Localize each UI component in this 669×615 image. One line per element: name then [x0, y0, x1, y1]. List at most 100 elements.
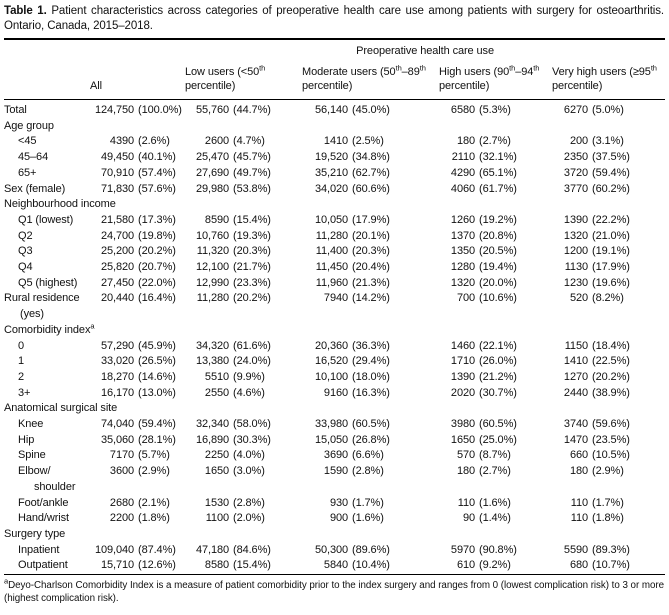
cell-percent: (2.7%)	[479, 135, 511, 148]
cell-count: 15,710	[100, 559, 134, 572]
cell-percent: (21.0%)	[592, 229, 630, 242]
cell-percent: (13.0%)	[138, 386, 176, 399]
cell-count: 1260	[450, 213, 475, 226]
cell-count: 2550	[204, 386, 229, 399]
table-row: Foot/ankle 2680 (2.1%) 1530 (2.8%) 930 (1.7%) 1…	[4, 496, 665, 512]
cell-percent: (32.1%)	[479, 151, 517, 164]
cell-count: 180	[456, 135, 475, 148]
cell-count: 11,400	[315, 245, 348, 258]
cell-count: 2680	[109, 496, 134, 509]
row-label: Q2	[18, 229, 33, 242]
table-row: 2 18,270 (14.6%) 5510 (9.9%) 10,100 (18.0%) 139…	[4, 370, 665, 386]
column-header-high-users: High users (90th–94th percentile)	[439, 61, 552, 100]
cell-percent: (19.3%)	[233, 229, 271, 242]
row-label: Hip	[18, 433, 35, 446]
section-row: Age group	[4, 119, 665, 135]
column-header-all: All	[90, 61, 185, 100]
cell-count: 90	[462, 512, 475, 525]
spanner-spacer	[4, 39, 185, 61]
cell-count: 6580	[450, 104, 475, 116]
cell-percent: (2.6%)	[138, 135, 170, 148]
cell-count: 3690	[323, 449, 348, 462]
table-row: Outpatient 15,710 (12.6%) 8580 (15.4%) 5840 (1…	[4, 558, 665, 574]
column-header-very-high-users: Very high users (≥95th percentile)	[552, 61, 666, 100]
cell-percent: (58.0%)	[233, 418, 271, 431]
cell-count: 124,750	[94, 104, 134, 116]
cell-count: 4290	[450, 166, 475, 179]
cell-percent: (20.2%)	[592, 370, 630, 383]
table-row: 45–64 49,450 (40.1%) 25,470 (45.7%) 19,520 (34…	[4, 150, 665, 166]
cell-percent: (14.2%)	[352, 292, 390, 305]
cell-percent: (15.4%)	[233, 213, 271, 226]
cell-count: 110	[570, 496, 588, 509]
cell-count: 1710	[450, 355, 475, 368]
cell-count: 7170	[109, 449, 134, 462]
cell-percent: (3.1%)	[592, 135, 624, 148]
table-caption-text: Patient characteristics across categorie…	[4, 5, 664, 32]
table-body: Total 124,750 (100.0%) 55,760 (44.7%) 56,140 (…	[4, 100, 665, 575]
row-label: Q4	[18, 261, 33, 274]
cell-count: 16,890	[195, 433, 229, 446]
cell-percent: (28.1%)	[138, 433, 176, 446]
cell-count: 2600	[204, 135, 229, 148]
cell-count: 32,340	[195, 418, 229, 431]
cell-percent: (45.7%)	[233, 151, 271, 164]
cell-count: 2200	[109, 512, 134, 525]
cell-percent: (30.7%)	[479, 386, 517, 399]
cell-percent: (2.5%)	[352, 135, 384, 148]
row-label: Inpatient	[18, 543, 60, 556]
cell-count: 10,760	[195, 229, 229, 242]
cell-count: 110	[457, 496, 475, 509]
cell-percent: (15.4%)	[233, 559, 271, 572]
cell-count: 180	[456, 465, 475, 478]
cell-percent: (60.6%)	[352, 182, 390, 195]
cell-percent: (2.9%)	[138, 465, 170, 478]
cell-count: 47,180	[195, 543, 229, 556]
cell-count: 1280	[450, 261, 475, 274]
table-row: 1 33,020 (26.5%) 13,380 (24.0%) 16,520 (29.4%)…	[4, 354, 665, 370]
cell-count: 1410	[323, 135, 348, 148]
table-row: 65+ 70,910 (57.4%) 27,690 (49.7%) 35,210 (62.7…	[4, 166, 665, 182]
cell-percent: (22.2%)	[592, 213, 630, 226]
cell-percent: (38.9%)	[592, 386, 630, 399]
cell-percent: (8.2%)	[592, 292, 624, 305]
cell-count: 610	[456, 559, 475, 572]
cell-percent: (45.0%)	[352, 104, 390, 116]
row-label: 1	[18, 355, 25, 368]
cell-count: 2110	[451, 151, 475, 164]
cell-count: 21,580	[100, 213, 134, 226]
cell-count: 1320	[563, 229, 588, 242]
cell-percent: (21.3%)	[352, 276, 390, 289]
cell-count: 3600	[109, 465, 134, 478]
cell-percent: (60.5%)	[479, 418, 517, 431]
row-label: Knee	[18, 418, 44, 431]
cell-count: 700	[456, 292, 475, 305]
cell-count: 4390	[109, 135, 134, 148]
cell-percent: (9.9%)	[233, 370, 265, 383]
cell-count: 25,470	[195, 151, 229, 164]
cell-percent: (60.5%)	[352, 418, 390, 431]
cell-count: 2020	[450, 386, 475, 399]
cell-count: 5590	[563, 543, 588, 556]
cell-count: 50,300	[314, 543, 348, 556]
cell-count: 11,280	[315, 229, 348, 242]
cell-count: 33,980	[314, 418, 348, 431]
cell-count: 2350	[563, 151, 588, 164]
cell-count: 680	[569, 559, 588, 572]
cell-count: 20,360	[314, 339, 348, 352]
patient-characteristics-table: Preoperative health care use All Low use…	[4, 38, 666, 576]
cell-percent: (20.2%)	[138, 245, 176, 258]
row-label: Rural residence (yes)	[4, 292, 80, 321]
table-row: Elbow/shoulder 3600 (2.9%) 1650 (3.0%) 1590 (2…	[4, 464, 665, 495]
cell-percent: (30.3%)	[233, 433, 271, 446]
cell-count: 6270	[563, 104, 588, 116]
table-row: Q1 (lowest) 21,580 (17.3%) 8590 (15.4%) 10,05…	[4, 213, 665, 229]
row-label: <45	[18, 135, 37, 148]
cell-percent: (40.1%)	[138, 151, 176, 164]
cell-percent: (3.0%)	[233, 465, 265, 478]
table-row: Rural residence (yes) 20,440 (16.4%) 11,280 (…	[4, 291, 665, 322]
row-label: Q3	[18, 245, 33, 258]
cell-count: 1350	[450, 245, 475, 258]
cell-percent: (19.8%)	[138, 229, 176, 242]
cell-count: 110	[570, 512, 588, 525]
